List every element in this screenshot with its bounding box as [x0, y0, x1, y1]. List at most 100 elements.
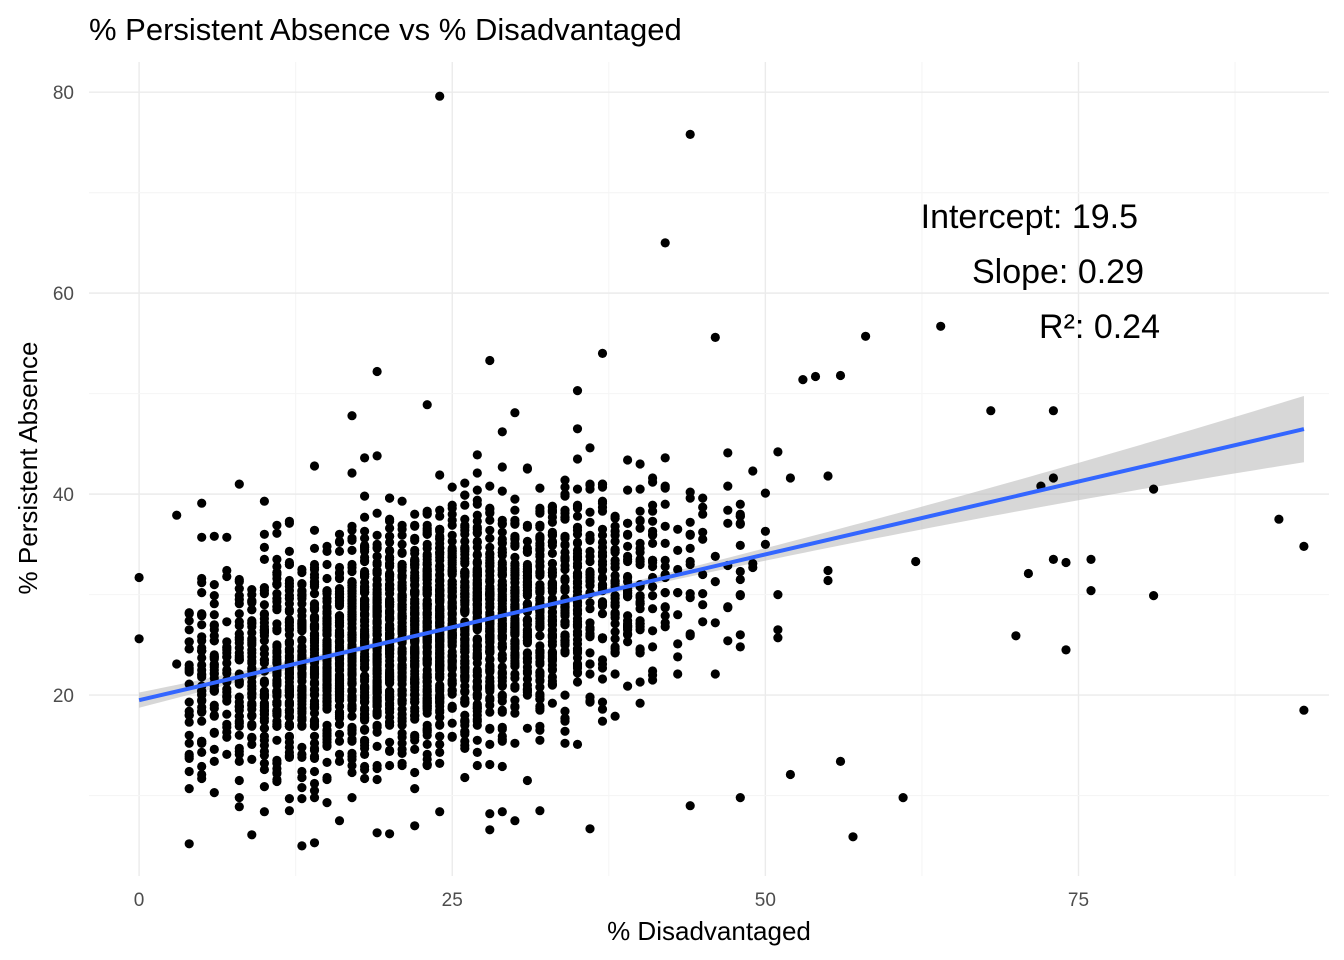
data-point [560, 539, 570, 550]
data-point [410, 533, 420, 543]
data-point [585, 507, 595, 517]
data-point [372, 508, 382, 518]
data-point [410, 677, 420, 687]
data-point [272, 554, 282, 565]
data-point [234, 711, 244, 721]
data-point [560, 738, 570, 748]
data-point [710, 618, 720, 628]
data-point [1048, 554, 1058, 565]
data-point [585, 443, 595, 453]
data-point [272, 657, 282, 667]
data-point [660, 561, 670, 572]
data-point [435, 526, 445, 536]
data-point [297, 690, 307, 700]
data-point [447, 662, 457, 672]
data-point [810, 371, 821, 382]
data-point [510, 541, 520, 552]
data-point [660, 521, 670, 531]
data-point [485, 759, 495, 770]
data-point [297, 618, 307, 628]
data-point [760, 488, 771, 498]
data-point [197, 532, 207, 542]
data-point [347, 734, 357, 744]
data-point [197, 498, 207, 508]
data-point [610, 669, 620, 679]
data-point [372, 539, 382, 550]
data-point [648, 591, 658, 601]
data-point [435, 712, 445, 722]
data-point [422, 600, 432, 610]
data-point [234, 584, 244, 594]
data-point [472, 625, 482, 635]
data-point [397, 571, 407, 582]
data-point [297, 772, 307, 783]
data-point [422, 659, 432, 669]
data-point [497, 581, 507, 591]
data-point [422, 670, 432, 680]
data-point [497, 653, 507, 663]
data-point [397, 660, 407, 670]
data-point [184, 616, 194, 626]
data-point [472, 690, 482, 700]
data-point [785, 769, 796, 780]
data-point [510, 701, 520, 711]
data-point [698, 534, 708, 544]
data-point [472, 510, 482, 520]
data-point [197, 609, 207, 619]
data-point [284, 546, 294, 557]
data-point [422, 720, 432, 730]
data-point [309, 645, 320, 655]
data-point [735, 518, 745, 528]
data-point [272, 755, 282, 766]
data-point [422, 690, 432, 700]
data-point [360, 761, 370, 772]
data-point [297, 594, 307, 604]
data-point [322, 665, 332, 675]
data-point [309, 793, 320, 803]
data-point [610, 521, 620, 531]
data-point [234, 802, 244, 812]
data-point [397, 530, 407, 540]
data-point [522, 600, 533, 610]
data-point [222, 732, 232, 742]
data-point [197, 670, 207, 680]
data-point [385, 602, 395, 612]
data-point [397, 496, 407, 506]
data-point [422, 613, 432, 623]
data-point [610, 627, 620, 637]
data-point [472, 596, 482, 606]
data-point [334, 584, 345, 594]
data-point [497, 673, 507, 683]
data-point [635, 554, 645, 565]
data-point [535, 667, 545, 677]
data-point [347, 640, 357, 650]
data-point [385, 531, 395, 541]
data-point [334, 729, 345, 739]
data-point [535, 520, 545, 530]
data-point [309, 543, 320, 554]
data-point [322, 741, 332, 752]
data-point [610, 577, 620, 587]
data-point [222, 637, 232, 647]
data-point [660, 481, 670, 491]
data-point [347, 535, 357, 546]
data-point [297, 742, 307, 753]
data-point [735, 574, 745, 585]
data-point [234, 591, 244, 601]
data-point [372, 530, 382, 540]
data-point [572, 606, 583, 616]
data-point [535, 503, 545, 513]
data-point [623, 571, 633, 582]
data-point [309, 778, 320, 789]
data-point [385, 514, 395, 524]
data-point [660, 602, 670, 612]
data-point [284, 712, 294, 722]
data-point [322, 690, 332, 700]
data-point [347, 677, 357, 687]
data-point [535, 646, 545, 656]
data-point [497, 527, 507, 537]
data-point [798, 375, 808, 385]
data-point [823, 565, 833, 576]
data-point [535, 560, 545, 571]
